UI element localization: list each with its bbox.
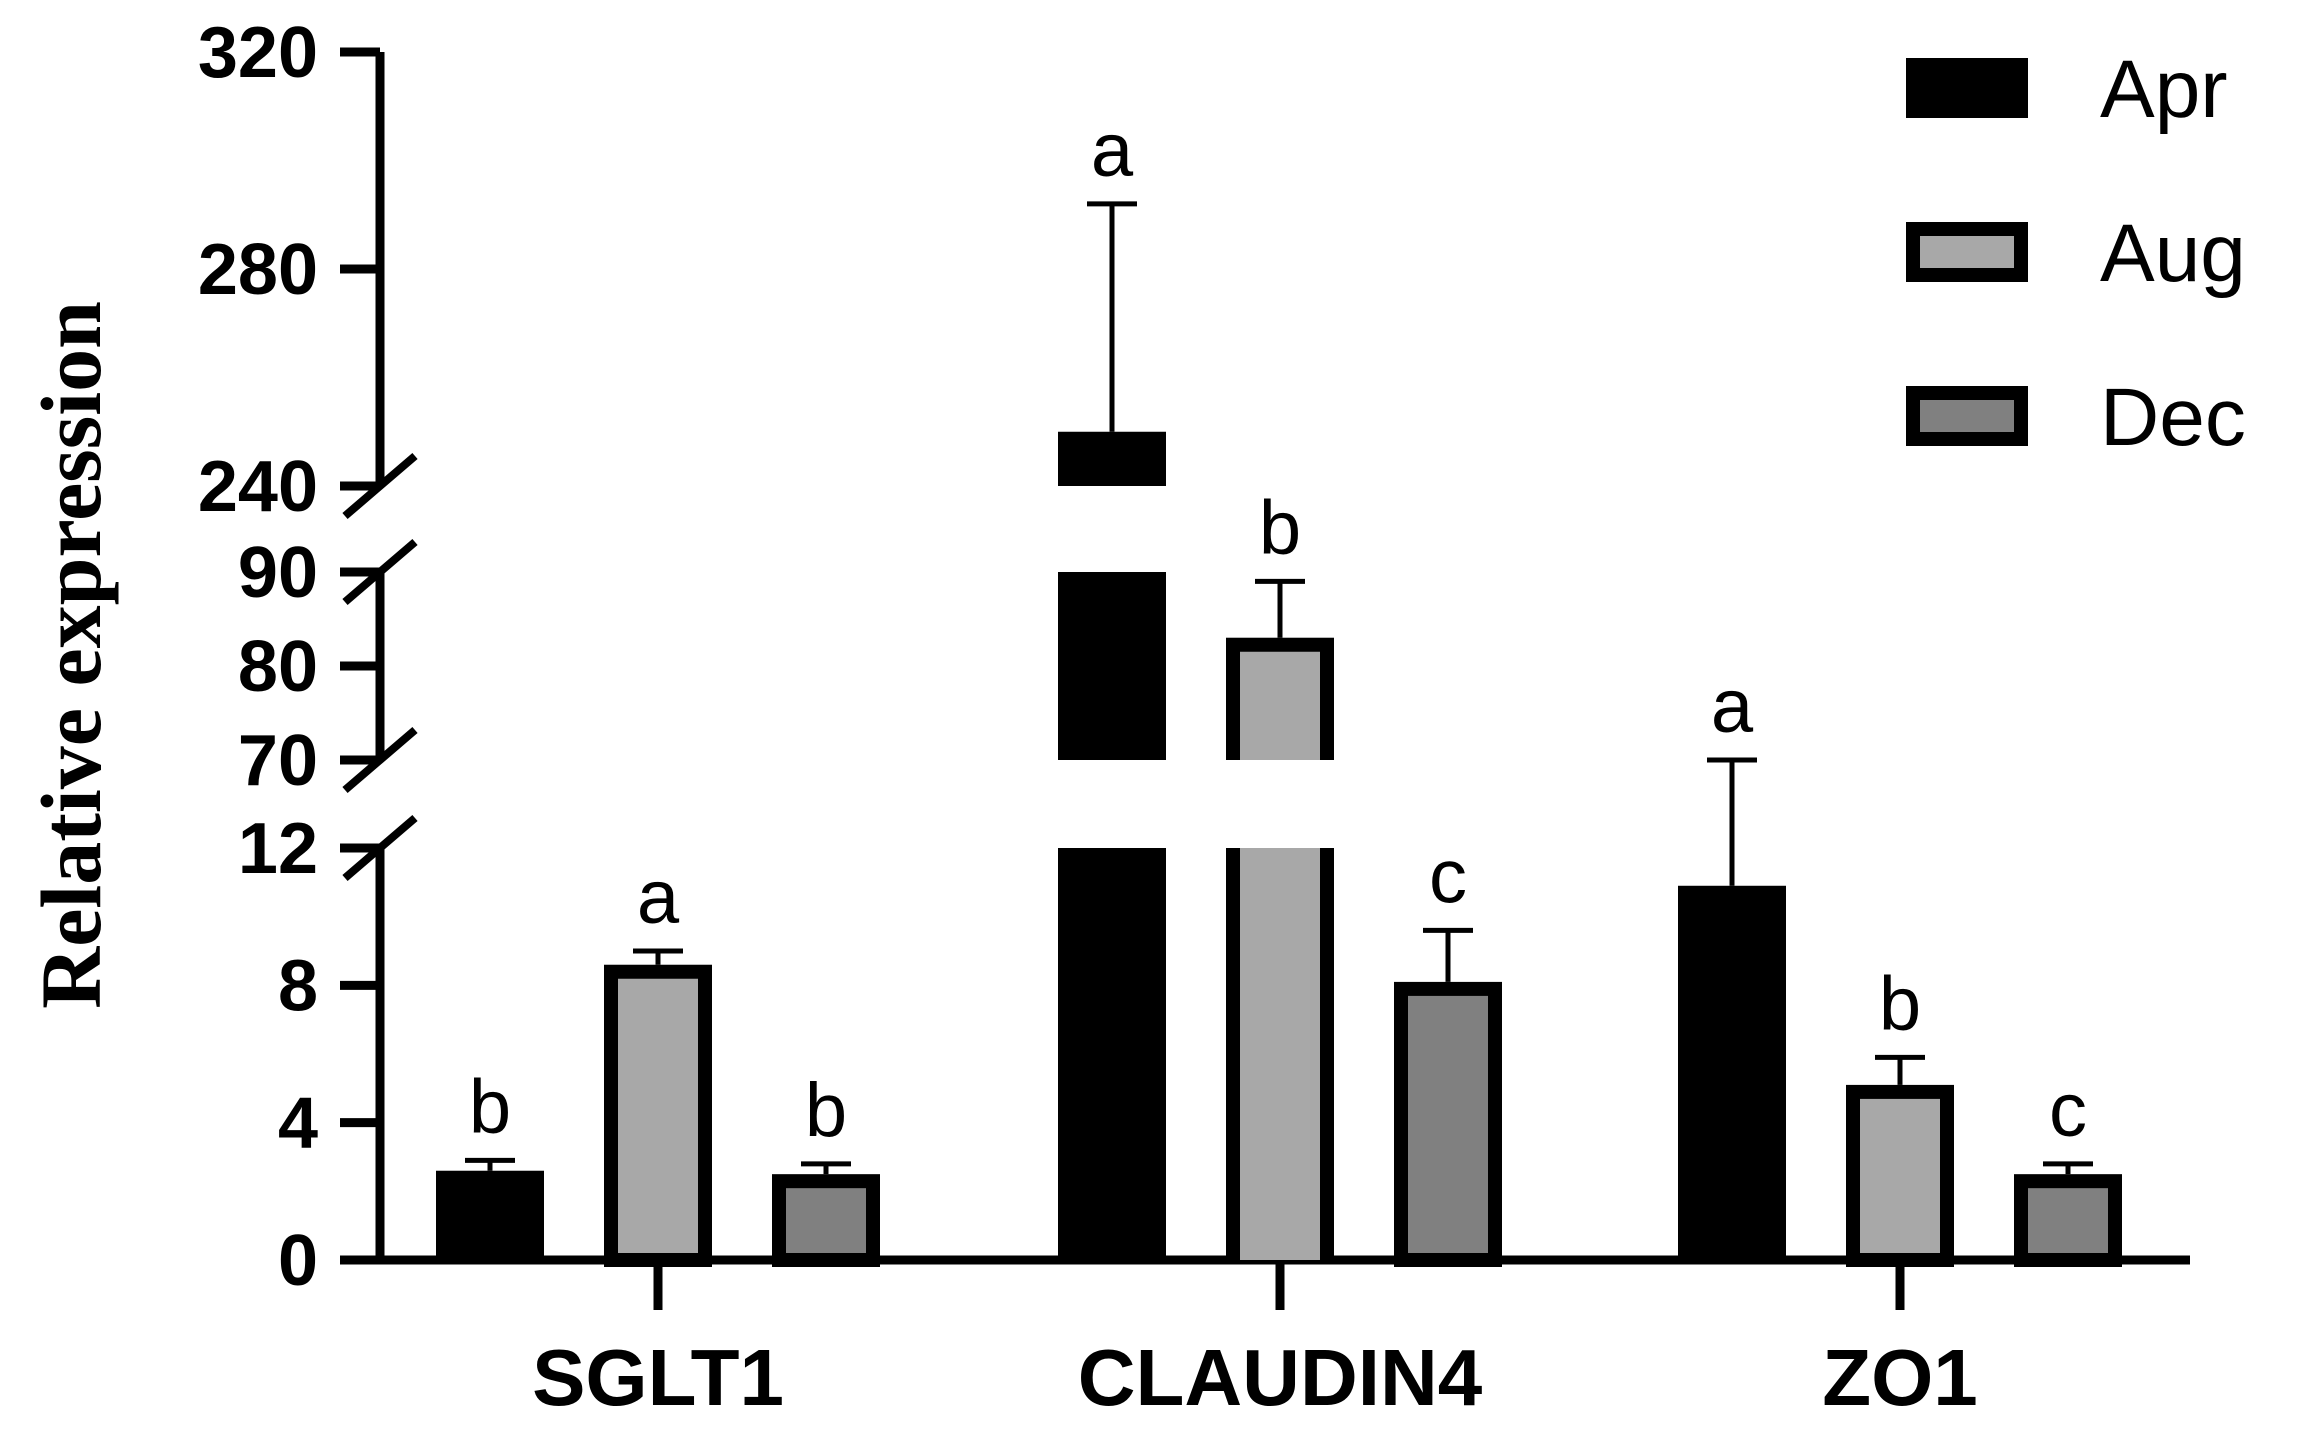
axis-break-mark [342,538,418,606]
legend-swatch [1906,222,2028,282]
significance-letter: a [637,855,680,940]
y-tick-label: 320 [198,13,318,93]
significance-letter: a [1711,664,1754,749]
bar-piece [1058,572,1166,760]
y-tick-label: 70 [238,721,318,801]
legend-label: Aug [2100,208,2246,299]
category-label: SGLT1 [532,1333,784,1422]
bar [2014,1174,2122,1267]
bar [1846,1084,1954,1268]
y-tick-label: 4 [278,1084,318,1164]
legend-label: Apr [2100,44,2228,135]
significance-letters: b a a a b b b c c [469,108,2087,1153]
significance-letter: b [1259,485,1301,570]
category-label: CLAUDIN4 [1078,1333,1483,1422]
bar-piece [1226,848,1334,1260]
bar-piece [1226,637,1334,760]
significance-letter: c [2049,1068,2087,1153]
error-bars [465,201,2093,1175]
y-tick-label: 80 [238,627,318,707]
bar-outline [1226,637,1334,760]
y-tick-label: 0 [278,1221,318,1301]
y-axis-title: Relative expression [23,301,119,1009]
axis-break-mark [342,726,418,794]
legend-label: Dec [2100,372,2246,463]
significance-letter: b [805,1068,847,1153]
significance-letter: c [1429,834,1467,919]
bar [604,964,712,1267]
legend-swatch [1906,58,2028,118]
legend: Apr Aug Dec [1906,44,2246,463]
legend-swatch [1906,386,2028,446]
significance-letter: a [1091,108,1134,193]
y-tick-label: 8 [278,946,318,1026]
y-tick-label: 90 [238,533,318,613]
axis-break-mark [342,452,418,520]
category-label: ZO1 [1822,1333,1978,1422]
significance-letter: b [1879,961,1921,1046]
y-tick-label: 240 [198,447,318,527]
bar [436,1170,544,1260]
y-tick-label: 280 [198,230,318,310]
bar [772,1174,880,1267]
significance-letter: b [469,1064,511,1149]
y-tick-label: 12 [238,809,318,889]
axis-break-mark [342,814,418,882]
bar-piece [1058,848,1166,1260]
bar [1678,885,1786,1260]
bars [436,431,2122,1268]
bar [1394,981,1502,1268]
bar-piece [1058,431,1166,486]
